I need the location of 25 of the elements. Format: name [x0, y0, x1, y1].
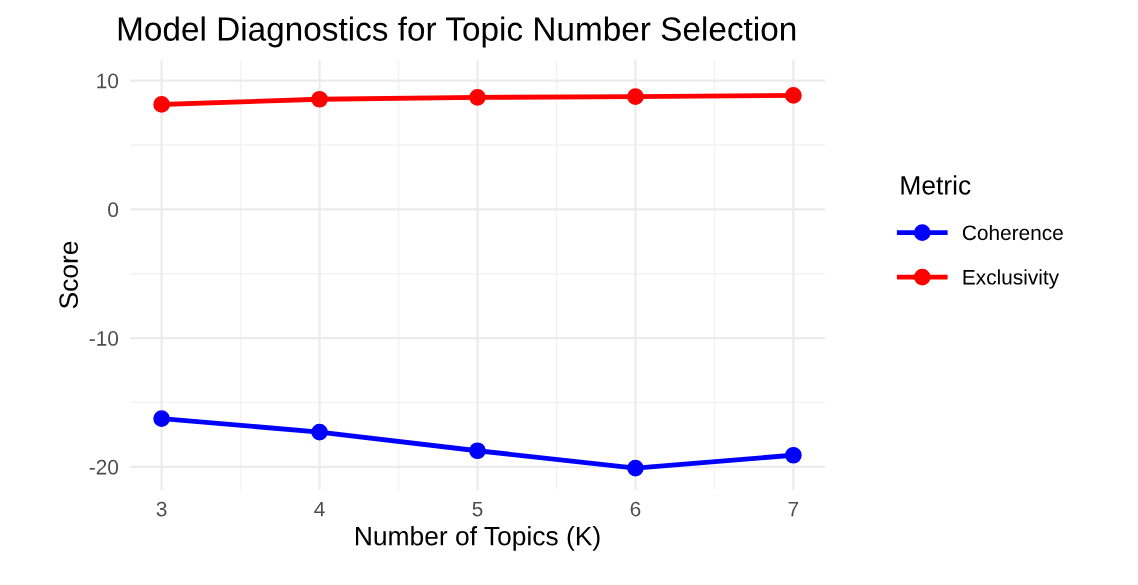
point — [311, 423, 328, 441]
point — [469, 89, 486, 106]
y-tick-label: 0 — [108, 202, 119, 218]
x-tick-label: 6 — [630, 501, 641, 517]
point — [627, 459, 644, 477]
legend-label: Coherence — [962, 224, 1063, 241]
point — [785, 87, 802, 104]
point — [627, 88, 644, 106]
y-tick-label: 10 — [97, 73, 119, 89]
point — [469, 442, 486, 460]
y-axis-title: Score — [59, 241, 79, 309]
point — [311, 90, 328, 108]
x-tick-label: 5 — [472, 501, 483, 517]
y-tick-label: -20 — [89, 459, 119, 475]
point — [153, 96, 170, 113]
legend-label: Exclusivity — [963, 269, 1060, 289]
x-tick-label: 3 — [156, 501, 167, 517]
legend-title: Metric — [901, 175, 971, 195]
y-tick-label: -10 — [89, 331, 119, 346]
point — [153, 410, 170, 427]
x-axis-title: Number of Topics (K) — [355, 526, 600, 551]
chart-title: Model Diagnostics for Topic Number Selection — [118, 16, 796, 48]
point — [785, 446, 802, 464]
x-tick-label: 4 — [314, 501, 325, 517]
x-tick-label: 7 — [788, 501, 799, 517]
